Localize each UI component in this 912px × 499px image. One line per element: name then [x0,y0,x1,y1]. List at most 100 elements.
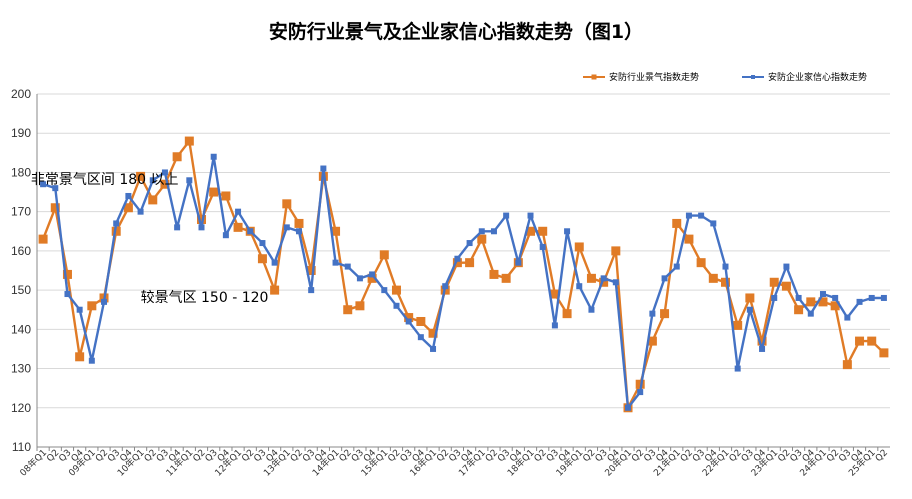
data-point [442,283,449,290]
data-point [379,250,389,260]
data-point [576,283,583,290]
data-point [684,234,694,244]
data-point [720,277,730,287]
data-point [759,345,766,352]
data-point [391,285,401,295]
data-point [76,306,83,313]
data-point [806,297,816,307]
legend-swatch-marker [751,75,755,79]
data-point [50,203,60,213]
y-tick-label: 180 [11,165,31,179]
data-point [879,348,889,358]
data-point [574,242,584,252]
series-line [41,139,885,409]
data-point [625,404,632,411]
y-tick-label: 120 [11,401,31,415]
legend-label: 安防企业家信心指数走势 [768,71,867,83]
data-point [830,301,840,311]
data-point [647,336,657,346]
data-point [661,275,668,282]
data-point [343,305,353,315]
data-point [478,228,485,235]
data-point [62,269,72,279]
data-point [819,291,826,298]
data-point [746,306,753,313]
data-point [259,240,266,247]
data-point [428,328,438,338]
data-point [611,246,621,256]
data-point [526,226,536,236]
y-axis-ticks: 110 120 130 140 150 160 170 180 190 200 [11,87,31,454]
data-point [344,263,351,270]
data-point [172,152,182,162]
y-tick-label: 150 [11,283,31,297]
data-point [466,240,473,247]
data-point [527,212,534,219]
data-point [405,318,412,325]
data-point [271,259,278,266]
data-point [355,301,365,311]
y-tick-label: 130 [11,362,31,376]
y-tick-label: 190 [11,126,31,140]
data-point [564,228,571,235]
data-point [160,179,170,189]
series-line [42,155,884,409]
y-tick-label: 170 [11,205,31,219]
data-point [235,208,242,215]
data-point [477,234,487,244]
data-point [856,298,863,305]
data-point [186,177,193,184]
data-point [247,228,254,235]
data-point [88,357,95,364]
data-point [844,314,851,321]
x-tick-label: Q2 [874,448,890,464]
data-point [710,220,717,227]
data-point [282,199,292,209]
data-point [880,294,887,301]
data-point [64,291,71,298]
data-point [757,336,767,346]
data-point [503,212,510,219]
y-tick-label: 160 [11,244,31,258]
data-point [221,191,231,201]
data-point [452,258,462,268]
data-point [367,273,377,283]
data-point [137,208,144,215]
data-point [673,263,680,270]
data-point [369,271,376,278]
data-point [161,169,168,176]
series-confidence-index [40,153,887,411]
series-group [38,136,889,413]
data-point [868,294,875,301]
data-point [294,218,304,228]
legend-swatch-marker [591,74,597,80]
data-point [404,313,414,323]
data-point [501,273,511,283]
legend: 安防行业景气指数走势 安防企业家信心指数走势 [583,71,867,83]
data-point [197,215,207,225]
data-point [855,336,865,346]
data-point [125,192,132,199]
data-point [295,228,302,235]
data-point [123,203,133,213]
data-point [38,234,48,244]
y-tick-label: 110 [12,440,31,454]
data-point [40,181,47,188]
data-point [136,171,146,181]
data-point [257,254,267,264]
data-point [184,136,194,146]
data-point [722,263,729,270]
data-point [696,258,706,268]
data-point [649,310,656,317]
data-point [149,177,156,184]
data-point [660,309,670,319]
data-point [612,279,619,286]
data-point [356,275,363,282]
grid-lines [36,93,890,448]
data-point [270,285,280,295]
data-point [599,277,609,287]
data-point [416,316,426,326]
data-point [454,255,461,262]
